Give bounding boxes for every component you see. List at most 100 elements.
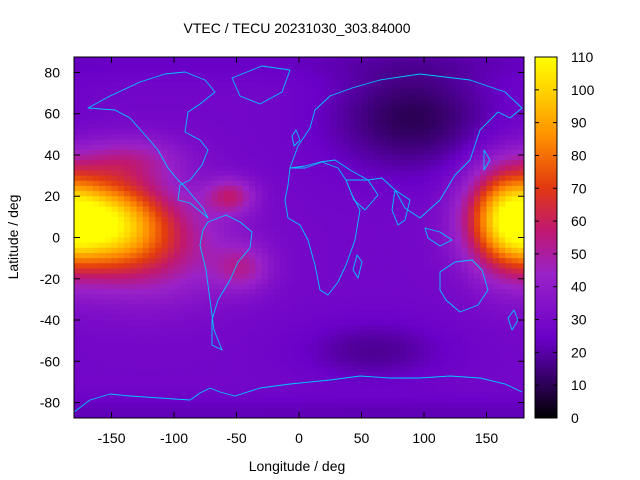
heatmap-cell	[224, 361, 231, 368]
heatmap-cell	[249, 402, 256, 409]
heatmap-cell	[236, 247, 244, 254]
heatmap-cell	[336, 124, 344, 130]
heatmap-cell	[399, 242, 406, 249]
heatmap-cell	[480, 289, 488, 295]
heatmap-cell	[386, 366, 394, 373]
heatmap-cell	[261, 294, 269, 300]
heatmap-cell	[399, 185, 406, 192]
heatmap-cell	[480, 180, 488, 187]
heatmap-cell	[211, 325, 219, 331]
heatmap-cell	[117, 139, 125, 146]
heatmap-cell	[155, 309, 163, 316]
heatmap-cell	[424, 57, 431, 63]
heatmap-cell	[517, 268, 524, 275]
heatmap-cell	[405, 77, 413, 84]
heatmap-cell	[267, 304, 275, 311]
heatmap-cell	[442, 268, 450, 275]
heatmap-cell	[361, 304, 369, 311]
heatmap-cell	[155, 113, 163, 120]
heatmap-cell	[505, 216, 513, 223]
heatmap-cell	[367, 320, 375, 326]
heatmap-cell	[467, 185, 475, 192]
heatmap-cell	[392, 175, 400, 182]
heatmap-cell	[261, 283, 269, 290]
heatmap-cell	[511, 82, 519, 89]
heatmap-cell	[386, 175, 394, 182]
heatmap-cell	[349, 201, 356, 208]
heatmap-cell	[80, 325, 88, 331]
heatmap-cell	[249, 320, 256, 326]
heatmap-cell	[236, 124, 244, 130]
heatmap-cell	[292, 216, 300, 223]
heatmap-cell	[211, 67, 219, 74]
heatmap-cell	[499, 392, 506, 398]
heatmap-cell	[461, 154, 469, 161]
heatmap-cell	[455, 242, 463, 249]
heatmap-cell	[167, 237, 175, 244]
heatmap-cell	[74, 191, 81, 197]
heatmap-cell	[442, 299, 450, 306]
heatmap-cell	[161, 330, 169, 337]
heatmap-cell	[374, 283, 381, 290]
heatmap-cell	[149, 222, 156, 228]
heatmap-cell	[149, 206, 156, 213]
heatmap-cell	[105, 273, 113, 280]
heatmap-cell	[455, 196, 463, 202]
heatmap-cell	[92, 258, 100, 264]
heatmap-cell	[211, 139, 219, 146]
heatmap-cell	[199, 124, 206, 130]
heatmap-cell	[80, 82, 88, 89]
heatmap-cell	[517, 345, 524, 352]
heatmap-cell	[430, 165, 438, 172]
heatmap-cell	[455, 180, 463, 187]
heatmap-cell	[217, 350, 225, 357]
heatmap-cell	[217, 154, 225, 161]
heatmap-cell	[317, 335, 325, 342]
heatmap-cell	[236, 242, 244, 249]
heatmap-cell	[192, 361, 200, 368]
heatmap-cell	[386, 57, 394, 63]
heatmap-cell	[286, 170, 294, 177]
heatmap-cell	[342, 402, 350, 409]
heatmap-cell	[280, 340, 288, 347]
heatmap-cell	[286, 330, 294, 337]
heatmap-cell	[461, 222, 469, 228]
heatmap-cell	[261, 335, 269, 342]
heatmap-cell	[399, 366, 406, 373]
heatmap-cell	[167, 124, 175, 130]
heatmap-cell	[292, 144, 300, 151]
heatmap-cell	[349, 196, 356, 202]
heatmap-cell	[324, 185, 331, 192]
heatmap-cell	[242, 222, 250, 228]
heatmap-cell	[236, 170, 244, 177]
heatmap-cell	[105, 175, 113, 182]
heatmap-cell	[455, 144, 463, 151]
heatmap-cell	[455, 108, 463, 115]
heatmap-cell	[311, 144, 319, 151]
heatmap-cell	[117, 196, 125, 202]
heatmap-cell	[430, 87, 438, 94]
heatmap-cell	[436, 216, 444, 223]
heatmap-cell	[492, 361, 500, 368]
heatmap-cell	[299, 263, 306, 270]
heatmap-cell	[224, 180, 231, 187]
heatmap-cell	[136, 304, 144, 311]
heatmap-cell	[211, 134, 219, 141]
heatmap-cell	[355, 149, 363, 156]
heatmap-cell	[205, 268, 213, 275]
heatmap-cell	[461, 165, 469, 172]
heatmap-cell	[430, 283, 438, 290]
heatmap-cell	[417, 124, 425, 130]
heatmap-cell	[374, 129, 381, 135]
heatmap-cell	[186, 299, 194, 306]
heatmap-cell	[224, 335, 231, 342]
heatmap-cell	[499, 252, 506, 259]
heatmap-cell	[430, 371, 438, 378]
heatmap-cell	[399, 62, 406, 68]
heatmap-cell	[330, 232, 338, 239]
heatmap-cell	[361, 392, 369, 398]
heatmap-cell	[311, 211, 319, 218]
heatmap-cell	[380, 216, 388, 223]
heatmap-cell	[417, 113, 425, 120]
heatmap-cell	[517, 175, 524, 182]
